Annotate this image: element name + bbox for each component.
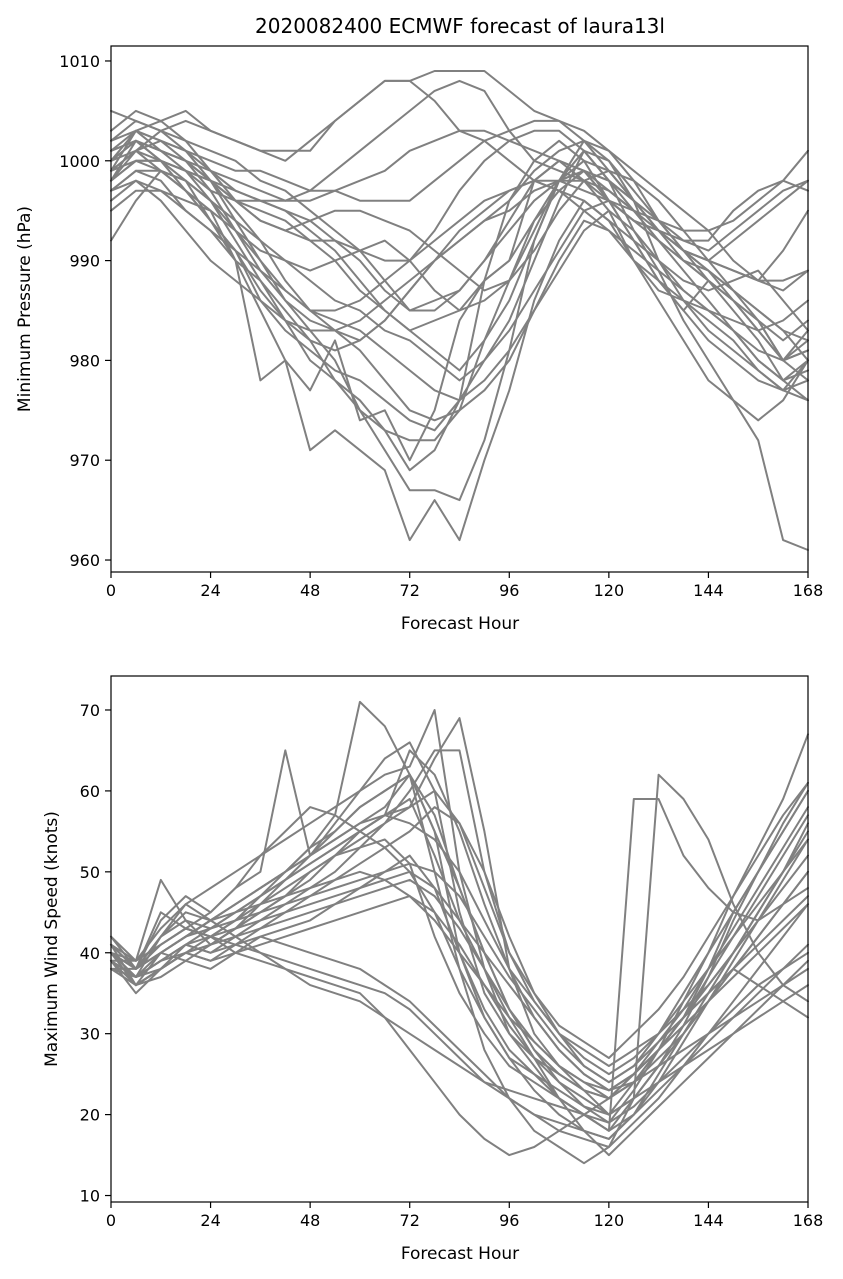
wind-series-m14 bbox=[110, 806, 809, 1140]
pressure-y-tick-label: 980 bbox=[69, 351, 100, 370]
chart-title: 2020082400 ECMWF forecast of laura13l bbox=[255, 14, 665, 38]
pressure-x-tick-label: 144 bbox=[693, 581, 724, 600]
pressure-series-m20 bbox=[110, 169, 809, 442]
wind-series-m19 bbox=[110, 749, 809, 1092]
pressure-series-m19 bbox=[110, 129, 809, 232]
wind-x-tick-label: 24 bbox=[200, 1211, 220, 1230]
wind-y-tick-label: 20 bbox=[80, 1106, 100, 1125]
wind-series-m18 bbox=[110, 789, 809, 1084]
pressure-x-tick-label: 24 bbox=[200, 581, 220, 600]
pressure-y-tick-label: 990 bbox=[69, 252, 100, 271]
wind-x-tick-label: 120 bbox=[594, 1211, 625, 1230]
wind-panel: 0 24 48 72 96 120 144 168 10 20 30 40 50 60 70 Forecas… bbox=[42, 675, 824, 1264]
wind-series-m16 bbox=[110, 773, 809, 1100]
wind-series-m20 bbox=[110, 870, 809, 1100]
wind-x-tick-label: 168 bbox=[793, 1211, 824, 1230]
wind-y-tick-label: 30 bbox=[80, 1025, 100, 1044]
wind-x-tick-label: 96 bbox=[499, 1211, 519, 1230]
pressure-x-tick-label: 48 bbox=[300, 581, 320, 600]
wind-series-m25 bbox=[110, 895, 809, 1116]
wind-y-tick-label: 70 bbox=[80, 701, 100, 720]
pressure-series-m25 bbox=[110, 159, 809, 312]
pressure-x-tick-label: 0 bbox=[106, 581, 116, 600]
pressure-plot-frame bbox=[110, 45, 809, 573]
wind-x-tick-label: 0 bbox=[106, 1211, 116, 1230]
pressure-series-m14 bbox=[110, 159, 809, 362]
pressure-y-axis-label: Minimum Pressure (hPa) bbox=[15, 206, 35, 412]
wind-series-m17 bbox=[110, 814, 809, 1067]
pressure-series-m18 bbox=[110, 189, 809, 382]
pressure-y-tick-label: 960 bbox=[69, 551, 100, 570]
pressure-series-m24 bbox=[110, 139, 809, 402]
pressure-x-tick-label: 96 bbox=[499, 581, 519, 600]
pressure-series-m11 bbox=[110, 129, 809, 362]
wind-y-axis-label: Maximum Wind Speed (knots) bbox=[42, 811, 62, 1067]
wind-y-tick-label: 60 bbox=[80, 782, 100, 801]
pressure-series-m05 bbox=[110, 129, 809, 372]
pressure-panel: 2020082400 ECMWF forecast of laura13l 0 2… bbox=[15, 14, 823, 634]
pressure-x-tick-label: 72 bbox=[400, 581, 420, 600]
wind-x-tick-label: 72 bbox=[400, 1211, 420, 1230]
wind-y-tick-label: 10 bbox=[80, 1187, 100, 1206]
wind-x-tick-label: 48 bbox=[300, 1211, 320, 1230]
pressure-y-tick-label: 1000 bbox=[59, 152, 100, 171]
wind-series-m22 bbox=[110, 870, 809, 1092]
pressure-series-m22 bbox=[110, 119, 809, 342]
wind-x-axis-label: Forecast Hour bbox=[401, 1244, 519, 1264]
pressure-series-m23 bbox=[110, 179, 809, 382]
wind-series-m21 bbox=[110, 903, 809, 1148]
wind-series-m15 bbox=[110, 935, 809, 1140]
wind-x-tick-label: 144 bbox=[693, 1211, 724, 1230]
pressure-series-m04 bbox=[110, 169, 809, 551]
wind-series-m24 bbox=[110, 862, 809, 1084]
pressure-x-tick-label: 120 bbox=[594, 581, 625, 600]
wind-plot-frame bbox=[110, 675, 809, 1203]
pressure-x-tick-label: 168 bbox=[793, 581, 824, 600]
pressure-y-tick-label: 970 bbox=[69, 451, 100, 470]
wind-y-tick-label: 40 bbox=[80, 944, 100, 963]
pressure-x-axis-label: Forecast Hour bbox=[401, 614, 519, 634]
wind-series-m23 bbox=[110, 870, 809, 1092]
wind-y-tick-label: 50 bbox=[80, 863, 100, 882]
pressure-series-m03 bbox=[110, 139, 809, 502]
pressure-y-tick-label: 1010 bbox=[59, 52, 100, 71]
